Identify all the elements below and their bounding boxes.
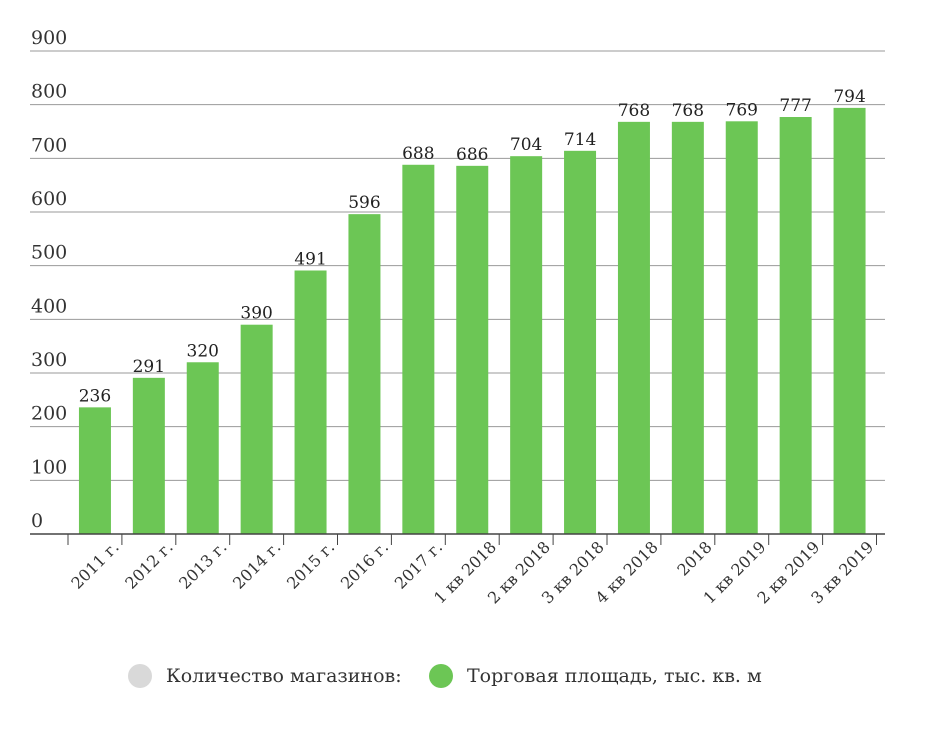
- bar: [564, 150, 597, 534]
- bar-value-label: 491: [294, 249, 326, 269]
- bar-value-label: 596: [348, 193, 380, 213]
- y-axis-ticks: 0 100 200 300 400 500 600 700 800 900: [31, 27, 67, 532]
- bar: [456, 165, 489, 534]
- x-tick-label: 2011 г.: [67, 537, 122, 592]
- legend-label-store-count: Количество магазинов:: [166, 665, 402, 687]
- bar-value-label: 769: [726, 100, 758, 120]
- legend-item-store-count: Количество магазинов:: [128, 660, 402, 692]
- bar-value-label: 688: [402, 144, 434, 164]
- bar-value-label: 686: [456, 145, 488, 165]
- bar-value-label: 777: [779, 96, 811, 116]
- bar: [294, 270, 327, 534]
- bar-value-label: 714: [564, 130, 596, 150]
- legend: Количество магазинов: Торговая площадь, …: [0, 660, 933, 692]
- bar: [186, 362, 219, 534]
- y-tick-label: 700: [31, 134, 67, 156]
- y-tick-label: 400: [31, 295, 67, 317]
- bar: [240, 324, 273, 534]
- bar-value-label: 390: [240, 304, 272, 324]
- bar-chart: 0 100 200 300 400 500 600 700 800 900 236 291 320 39…: [30, 27, 885, 607]
- bar-value-label: 704: [510, 135, 542, 155]
- y-tick-label: 800: [31, 81, 67, 103]
- y-tick-label: 600: [31, 188, 67, 210]
- bar: [348, 214, 381, 534]
- x-tick-label: 2017 г.: [391, 537, 446, 592]
- y-tick-label: 900: [31, 27, 67, 49]
- x-tick-label: 2015 г.: [283, 537, 338, 592]
- y-tick-label: 500: [31, 242, 67, 264]
- legend-item-retail-area: Торговая площадь, тыс. кв. м: [429, 660, 762, 692]
- bar-value-label: 320: [187, 341, 219, 361]
- x-tick-label: 2014 г.: [229, 537, 284, 592]
- legend-swatch-store-count: [128, 664, 152, 688]
- x-tick-label: 2018: [673, 537, 715, 579]
- bars: [78, 107, 866, 535]
- y-tick-label: 300: [31, 349, 67, 371]
- bar: [402, 164, 435, 535]
- bar: [510, 156, 543, 535]
- x-tick-label: 2016 г.: [337, 537, 392, 592]
- bar-value-label: 236: [79, 386, 111, 406]
- bar: [132, 377, 165, 534]
- value-labels: 236 291 320 390 491 596 688 686 704 714 768 768 769 7…: [79, 87, 866, 406]
- bar: [617, 121, 650, 534]
- bar-value-label: 768: [672, 101, 704, 121]
- y-tick-label: 100: [31, 456, 67, 478]
- legend-label-retail-area: Торговая площадь, тыс. кв. м: [467, 665, 762, 687]
- bar: [833, 107, 866, 535]
- bar-value-label: 768: [618, 101, 650, 121]
- bar: [78, 407, 111, 534]
- legend-swatch-retail-area: [429, 664, 453, 688]
- x-tick-label: 2012 г.: [121, 537, 176, 592]
- y-tick-label: 0: [31, 510, 43, 532]
- bar-value-label: 291: [133, 357, 165, 377]
- bar: [725, 121, 758, 534]
- x-tick-label: 2013 г.: [175, 537, 230, 592]
- bar: [671, 121, 704, 534]
- bar-value-label: 794: [833, 87, 865, 107]
- bar: [779, 117, 812, 534]
- x-axis-ticks: 2011 г.2012 г.2013 г.2014 г.2015 г.2016 …: [67, 534, 877, 607]
- y-tick-label: 200: [31, 403, 67, 425]
